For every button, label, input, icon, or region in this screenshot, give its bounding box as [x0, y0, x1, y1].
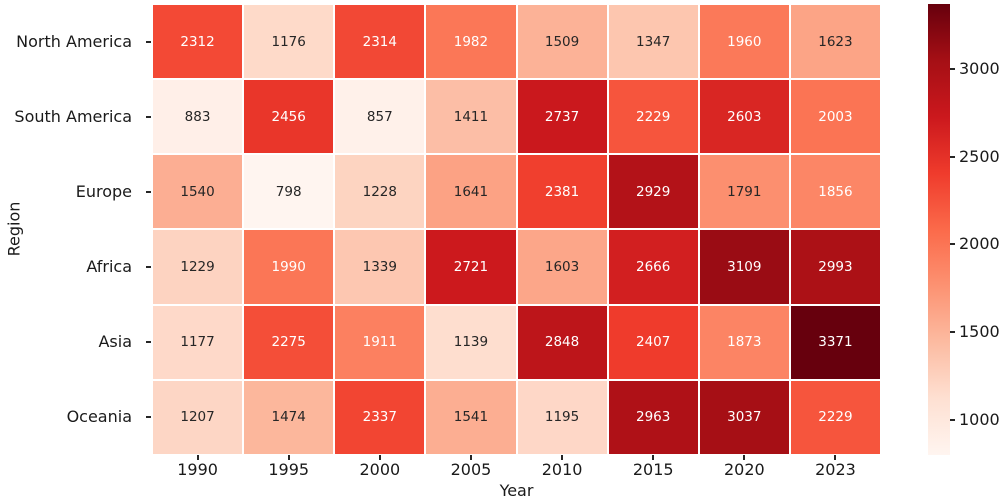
heatmap-cell-africa-2023: 2993 [790, 230, 880, 304]
x-tick-label: 2020 [723, 460, 765, 479]
heatmap-cell-south-america-2000: 857 [335, 80, 425, 154]
x-tick-label: 2015 [632, 460, 674, 479]
x-tick-mark [378, 455, 381, 460]
x-tick-mark [652, 455, 655, 460]
y-tick-mark [146, 341, 151, 344]
heatmap-cell-europe-2005: 1641 [426, 155, 516, 229]
heatmap-cell-south-america-2023: 2003 [790, 80, 880, 154]
heatmap-cell-oceania-2000: 2337 [335, 380, 425, 454]
heatmap-cell-north-america-2000: 2314 [335, 5, 425, 79]
y-tick-label: Africa [86, 257, 132, 277]
colorbar-tick-label: 1000 [959, 409, 1000, 429]
x-tick-mark [196, 455, 199, 460]
colorbar [928, 4, 950, 455]
heatmap-cell-europe-1995: 798 [244, 155, 334, 229]
heatmap-cell-europe-2015: 2929 [608, 155, 698, 229]
heatmap-cell-oceania-1995: 1474 [244, 380, 334, 454]
heatmap-cell-north-america-2005: 1982 [426, 5, 516, 79]
heatmap-cell-south-america-1990: 883 [153, 80, 243, 154]
heatmap-cell-north-america-2023: 1623 [790, 5, 880, 79]
heatmap-cell-africa-2020: 3109 [699, 230, 789, 304]
heatmap-cell-asia-2000: 1911 [335, 305, 425, 379]
colorbar-tick-label: 2500 [959, 146, 1000, 166]
y-tick-mark [146, 115, 151, 118]
heatmap-cell-asia-2005: 1139 [426, 305, 516, 379]
heatmap-cell-oceania-2005: 1541 [426, 380, 516, 454]
heatmap-cell-asia-2010: 2848 [517, 305, 607, 379]
y-tick-mark [146, 266, 151, 269]
y-tick-label: South America [14, 106, 132, 126]
heatmap-cell-oceania-2015: 2963 [608, 380, 698, 454]
heatmap-cell-north-america-2020: 1960 [699, 5, 789, 79]
heatmap-cell-asia-1995: 2275 [244, 305, 334, 379]
colorbar-tick-mark [950, 243, 955, 246]
heatmap-cell-europe-1990: 1540 [153, 155, 243, 229]
y-tick-label: Oceania [66, 407, 132, 427]
x-tick-label: 2005 [450, 460, 492, 479]
heatmap-cell-europe-2020: 1791 [699, 155, 789, 229]
heatmap-cell-south-america-2015: 2229 [608, 80, 698, 154]
y-tick-mark [146, 190, 151, 193]
heatmap-cell-asia-1990: 1177 [153, 305, 243, 379]
x-tick-mark [743, 455, 746, 460]
x-tick-label: 2023 [815, 460, 856, 479]
heatmap-cell-africa-2010: 1603 [517, 230, 607, 304]
heatmap-cell-south-america-1995: 2456 [244, 80, 334, 154]
x-tick-mark [469, 455, 472, 460]
heatmap-cell-oceania-1990: 1207 [153, 380, 243, 454]
x-tick-label: 2010 [541, 460, 583, 479]
heatmap-cell-south-america-2010: 2737 [517, 80, 607, 154]
x-tick-mark [561, 455, 564, 460]
heatmap-cell-europe-2023: 1856 [790, 155, 880, 229]
heatmap-cell-oceania-2010: 1195 [517, 380, 607, 454]
x-tick-mark [287, 455, 290, 460]
heatmap-cell-north-america-1995: 1176 [244, 5, 334, 79]
y-tick-label: Europe [75, 181, 132, 201]
heatmap-cell-africa-1990: 1229 [153, 230, 243, 304]
y-tick-labels: North America South America Europe Africa As… [0, 4, 142, 455]
heatmap-cell-europe-2010: 2381 [517, 155, 607, 229]
y-tick-mark [146, 416, 151, 419]
heatmap-cell-oceania-2020: 3037 [699, 380, 789, 454]
x-tick-label: 2000 [359, 460, 401, 479]
heatmap-cell-south-america-2005: 1411 [426, 80, 516, 154]
heatmap-cell-south-america-2020: 2603 [699, 80, 789, 154]
heatmap-cell-asia-2020: 1873 [699, 305, 789, 379]
colorbar-tick-mark [950, 330, 955, 333]
x-tick-label: 1995 [268, 460, 310, 479]
colorbar-tick-label: 3000 [959, 59, 1000, 79]
colorbar-tick-label: 2000 [959, 234, 1000, 254]
heatmap-cell-asia-2023: 3371 [790, 305, 880, 379]
colorbar-tick-label: 1500 [959, 321, 1000, 341]
heatmap-cell-africa-2005: 2721 [426, 230, 516, 304]
heatmap-cell-north-america-2015: 1347 [608, 5, 698, 79]
x-axis-label: Year [499, 481, 534, 500]
heatmap-grid: 2312 1176 2314 1982 1509 1347 1960 1623 883 2456 8… [152, 4, 881, 455]
y-tick-mark [146, 40, 151, 43]
colorbar-tick-mark [950, 418, 955, 421]
heatmap-cell-asia-2015: 2407 [608, 305, 698, 379]
y-tick-label: North America [16, 31, 132, 51]
colorbar-tick-mark [950, 68, 955, 71]
y-tick-label: Asia [98, 332, 132, 352]
heatmap-cell-africa-2000: 1339 [335, 230, 425, 304]
x-tick-label: 1990 [177, 460, 218, 479]
heatmap-cell-africa-2015: 2666 [608, 230, 698, 304]
heatmap-cell-north-america-1990: 2312 [153, 5, 243, 79]
x-tick-mark [834, 455, 837, 460]
heatmap-cell-europe-2000: 1228 [335, 155, 425, 229]
heatmap-cell-north-america-2010: 1509 [517, 5, 607, 79]
colorbar-tick-mark [950, 155, 955, 158]
heatmap-cell-africa-1995: 1990 [244, 230, 334, 304]
heatmap-cell-oceania-2023: 2229 [790, 380, 880, 454]
